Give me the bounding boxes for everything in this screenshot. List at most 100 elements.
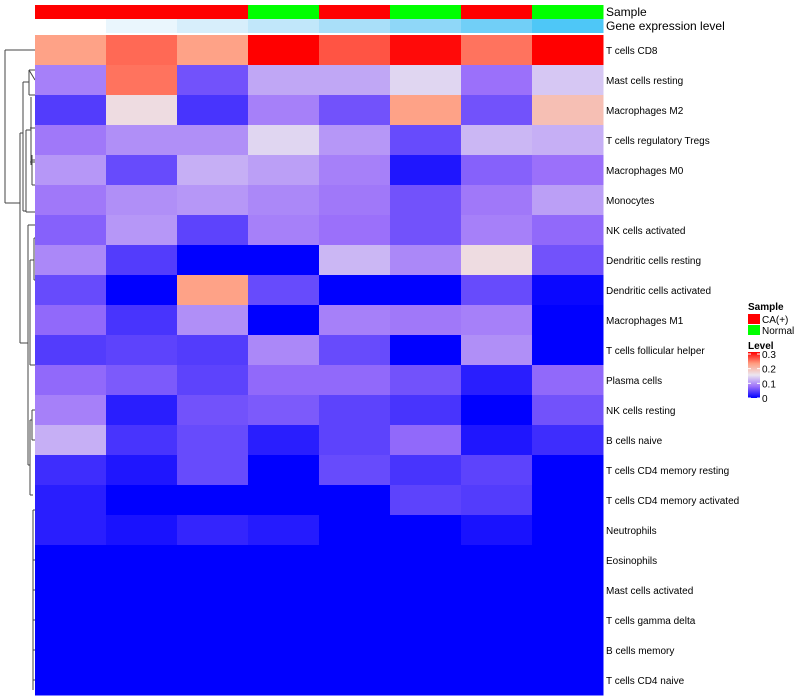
heatmap-cell — [319, 665, 391, 696]
heatmap-cell — [248, 305, 320, 336]
heatmap-cell — [390, 485, 462, 516]
heatmap-cell — [319, 545, 391, 576]
heatmap-cell — [248, 95, 320, 126]
row-label: T cells CD4 naive — [606, 676, 685, 687]
heatmap-cell — [319, 65, 391, 96]
heatmap-cell — [461, 515, 533, 546]
heatmap-cell — [461, 605, 533, 636]
heatmap-cell — [248, 365, 320, 396]
heatmap-cell — [35, 455, 107, 486]
heatmap-cell — [35, 35, 107, 66]
heatmap-cell — [106, 485, 178, 516]
heatmap-cell — [319, 245, 391, 276]
heatmap-cell — [35, 515, 107, 546]
heatmap-cell — [248, 185, 320, 216]
heatmap-cell — [248, 335, 320, 366]
row-label: T cells follicular helper — [606, 346, 705, 357]
heatmap-cell — [177, 245, 249, 276]
heatmap-cell — [106, 425, 178, 456]
heatmap-cell — [461, 455, 533, 486]
heatmap-cell — [248, 575, 320, 606]
heatmap-cell — [35, 485, 107, 516]
heatmap-cell — [177, 635, 249, 666]
heatmap-cell — [319, 335, 391, 366]
heatmap-cell — [35, 245, 107, 276]
heatmap-cell — [390, 185, 462, 216]
heatmap-cell — [461, 485, 533, 516]
heatmap-cell — [461, 335, 533, 366]
heatmap-cell — [106, 455, 178, 486]
heatmap-cell — [390, 125, 462, 156]
heatmap-cell — [319, 395, 391, 426]
expression-annotation-cell — [461, 19, 533, 33]
heatmap-cell — [35, 425, 107, 456]
heatmap-cell — [106, 365, 178, 396]
heatmap-cell — [106, 635, 178, 666]
row-label: Dendritic cells resting — [606, 256, 701, 267]
heatmap-cell — [390, 275, 462, 306]
heatmap-cell — [35, 125, 107, 156]
row-label: NK cells activated — [606, 226, 685, 237]
row-label: Plasma cells — [606, 376, 662, 387]
heatmap-cell — [532, 485, 604, 516]
heatmap-cell — [106, 275, 178, 306]
heatmap-cell — [177, 155, 249, 186]
heatmap-cells — [35, 35, 604, 696]
heatmap-cell — [319, 125, 391, 156]
heatmap-cell — [248, 635, 320, 666]
heatmap-cell — [390, 545, 462, 576]
heatmap-cell — [390, 35, 462, 66]
expression-annotation-cell — [248, 19, 320, 33]
sample-annotation-cell — [390, 5, 462, 19]
heatmap-cell — [177, 365, 249, 396]
heatmap-cell — [319, 515, 391, 546]
heatmap-cell — [177, 395, 249, 426]
heatmap-cell — [461, 275, 533, 306]
heatmap-cell — [106, 395, 178, 426]
heatmap-cell — [177, 275, 249, 306]
sample-annotation-cell — [106, 5, 178, 19]
row-label: Eosinophils — [606, 556, 657, 567]
heatmap-cell — [177, 665, 249, 696]
heatmap-cell — [177, 95, 249, 126]
heatmap-cell — [35, 635, 107, 666]
heatmap-cell — [390, 95, 462, 126]
heatmap-cell — [106, 515, 178, 546]
heatmap-cell — [319, 95, 391, 126]
row-label: T cells CD8 — [606, 46, 658, 57]
heatmap-cell — [248, 515, 320, 546]
expression-annotation-cell — [532, 19, 604, 33]
column-annotations — [35, 5, 604, 33]
legend-swatch-ca — [748, 314, 760, 324]
heatmap-cell — [532, 275, 604, 306]
heatmap-cell — [248, 35, 320, 66]
heatmap-cell — [319, 425, 391, 456]
heatmap-cell — [532, 395, 604, 426]
row-label: T cells gamma delta — [606, 616, 696, 627]
heatmap-cell — [35, 575, 107, 606]
heatmap-cell — [177, 65, 249, 96]
heatmap-cell — [248, 155, 320, 186]
heatmap-cell — [177, 485, 249, 516]
heatmap-cell — [248, 455, 320, 486]
row-label: Mast cells activated — [606, 586, 693, 597]
heatmap-cell — [35, 95, 107, 126]
legend-label-normal: Normal — [762, 326, 794, 337]
heatmap-cell — [35, 65, 107, 96]
heatmap-cell — [35, 365, 107, 396]
heatmap-cell — [390, 155, 462, 186]
heatmap-cell — [532, 605, 604, 636]
heatmap-cell — [177, 545, 249, 576]
heatmap-cell — [35, 185, 107, 216]
heatmap-cell — [177, 425, 249, 456]
heatmap-cell — [319, 185, 391, 216]
heatmap-cell — [106, 335, 178, 366]
heatmap-cell — [248, 485, 320, 516]
heatmap-cell — [390, 245, 462, 276]
heatmap-cell — [461, 545, 533, 576]
heatmap-cell — [390, 455, 462, 486]
heatmap-cell — [532, 65, 604, 96]
heatmap-cell — [177, 305, 249, 336]
heatmap-cell — [461, 635, 533, 666]
heatmap-cell — [106, 125, 178, 156]
